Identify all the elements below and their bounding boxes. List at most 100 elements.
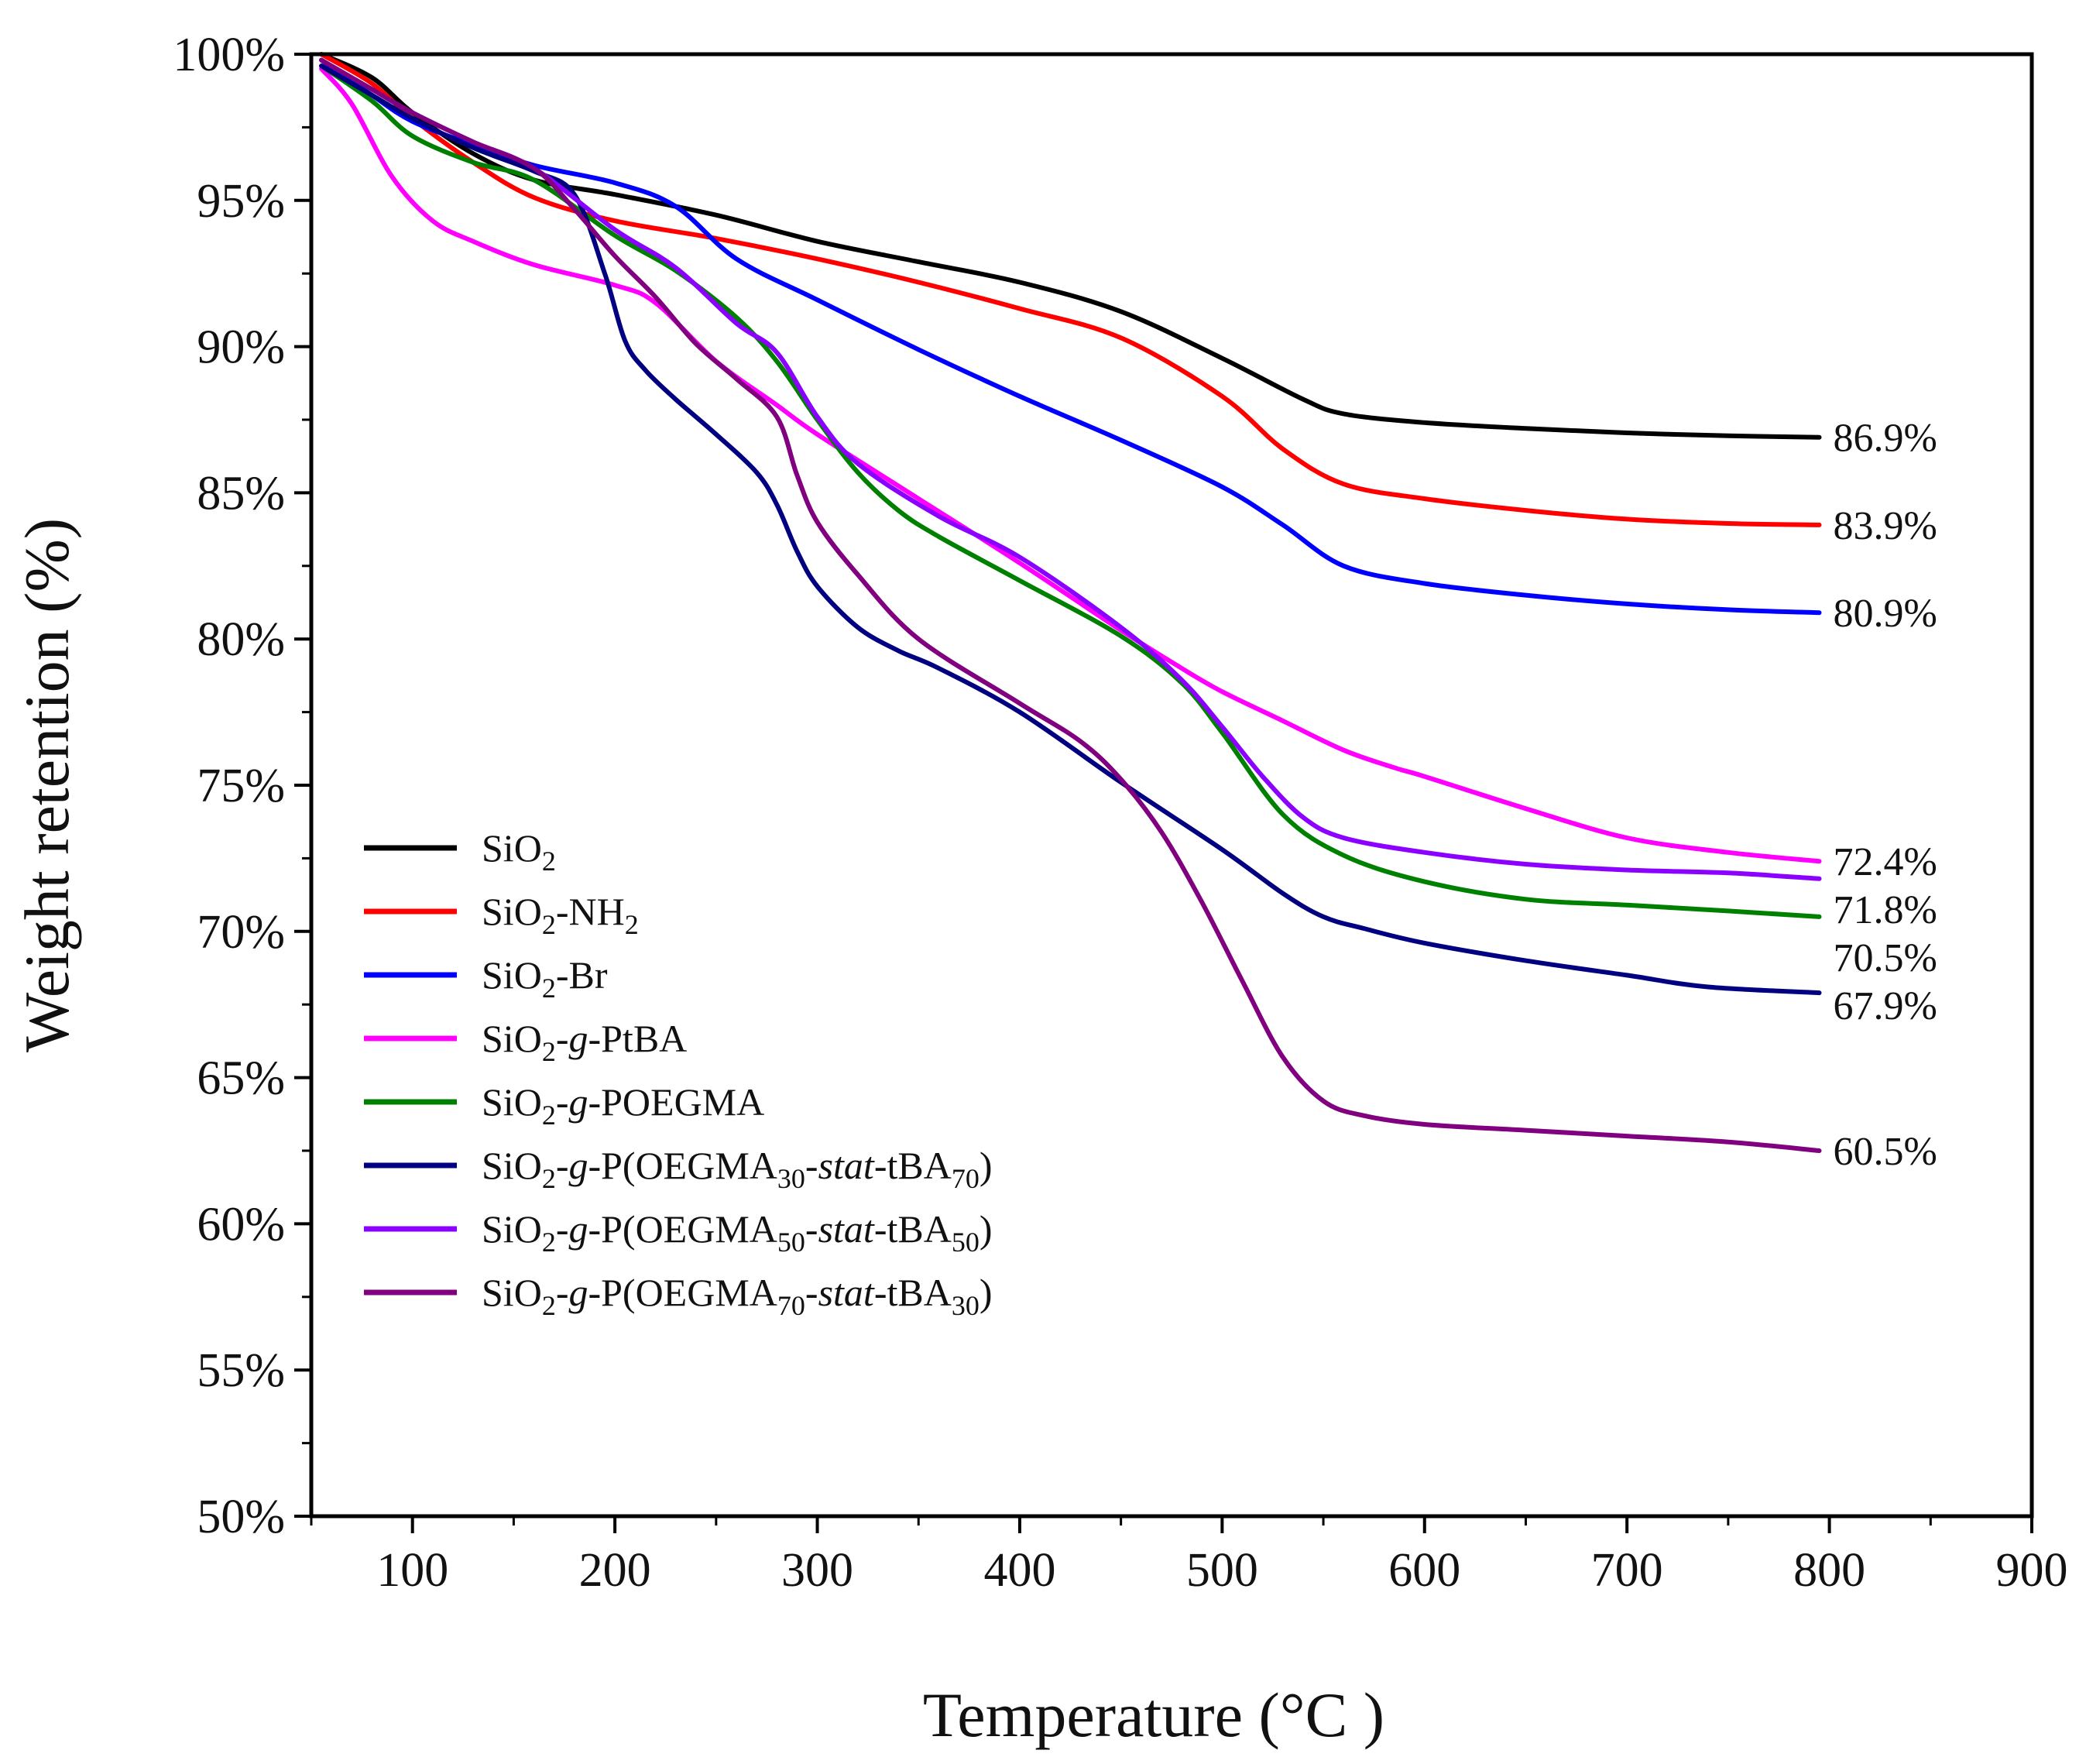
- legend-text-part: -P(OEGMA: [588, 1144, 777, 1187]
- legend-label: SiO2-g-POEGMA: [482, 1080, 764, 1131]
- legend-entry: SiO2-g-PtBA: [364, 1017, 687, 1067]
- series-line-4: [319, 63, 1822, 919]
- x-tick-label: 700: [1591, 1544, 1663, 1597]
- legend-entry: SiO2-g-P(OEGMA30-stat-tBA70): [364, 1144, 992, 1194]
- legend-label: SiO2: [482, 826, 556, 877]
- legend-text-part: -Br: [556, 953, 608, 997]
- ticks-layer: 100 200 300 400 500 600 700 800 900 50% 55% 60% 65% 7…: [173, 29, 2067, 1597]
- x-tick-label: 100: [376, 1544, 448, 1597]
- legend-entry: SiO2-Br: [364, 953, 608, 1004]
- legend-subscript: 2: [542, 1227, 556, 1258]
- y-tick-label: 65%: [197, 1052, 285, 1105]
- legend-label: SiO2-g-P(OEGMA50-stat-tBA50): [482, 1207, 992, 1258]
- y-tick-label: 55%: [197, 1344, 285, 1397]
- legend-text-part: -: [556, 1017, 569, 1060]
- legend-text-part: -tBA: [874, 1271, 952, 1314]
- legend-text-part: -: [805, 1207, 818, 1251]
- legend-text-part: ): [980, 1144, 993, 1187]
- series-layer: [319, 52, 1822, 1153]
- legend-subscript: 2: [542, 973, 556, 1004]
- end-value-label: 67.9%: [1834, 984, 1937, 1028]
- legend-text-part: -: [556, 1271, 569, 1314]
- x-tick-label: 400: [983, 1544, 1055, 1597]
- legend-text-part: ): [980, 1207, 993, 1251]
- legend-text-part: -NH: [556, 890, 625, 933]
- end-value-label: 71.8%: [1834, 888, 1937, 932]
- legend-label: SiO2-g-P(OEGMA30-stat-tBA70): [482, 1144, 992, 1194]
- end-value-label: 70.5%: [1834, 936, 1937, 980]
- legend-italic: stat: [818, 1271, 875, 1314]
- legend-italic: g: [568, 1080, 588, 1124]
- legend-label: SiO2-Br: [482, 953, 608, 1004]
- legend-subscript: 2: [625, 909, 639, 940]
- y-tick-label: 50%: [197, 1491, 285, 1543]
- legend-subscript: 2: [542, 846, 556, 877]
- y-axis-title: Weight retention (%): [12, 518, 82, 1052]
- legend-text-part: -tBA: [874, 1144, 952, 1187]
- series-line-5: [319, 63, 1822, 996]
- legend-entry: SiO2-g-P(OEGMA50-stat-tBA50): [364, 1207, 992, 1258]
- legend-italic: g: [568, 1017, 588, 1060]
- legend-text-part: SiO: [482, 1144, 542, 1187]
- legend-text-part: SiO: [482, 1080, 542, 1124]
- legend-subscript: 2: [542, 1290, 556, 1321]
- legend-subscript: 2: [542, 1036, 556, 1067]
- legend-label: SiO2-NH2: [482, 890, 639, 940]
- end-value-label: 72.4%: [1834, 840, 1937, 884]
- legend-text-part: SiO: [482, 953, 542, 997]
- end-value-label: 60.5%: [1834, 1130, 1937, 1174]
- legend-text-part: -: [556, 1207, 569, 1251]
- legend-text-part: -P(OEGMA: [588, 1207, 777, 1251]
- legend-subscript: 30: [777, 1163, 805, 1194]
- end-value-label: 80.9%: [1834, 592, 1937, 636]
- legend-text-part: SiO: [482, 890, 542, 933]
- legend-subscript: 2: [542, 1163, 556, 1194]
- legend-label: SiO2-g-P(OEGMA70-stat-tBA30): [482, 1271, 992, 1321]
- legend-entry: SiO2-g-P(OEGMA70-stat-tBA30): [364, 1271, 992, 1321]
- legend-italic: stat: [818, 1207, 875, 1251]
- y-tick-label: 80%: [197, 613, 285, 666]
- legend-text-part: SiO: [482, 826, 542, 870]
- x-tick-label: 900: [1996, 1544, 2068, 1597]
- legend-text-part: SiO: [482, 1207, 542, 1251]
- legend-text-part: -P(OEGMA: [588, 1271, 777, 1314]
- legend-label: SiO2-g-PtBA: [482, 1017, 687, 1067]
- legend-text-part: SiO: [482, 1271, 542, 1314]
- x-tick-label: 600: [1388, 1544, 1460, 1597]
- legend-entry: SiO2-NH2: [364, 890, 639, 940]
- legend-subscript: 70: [952, 1163, 980, 1194]
- legend: SiO2SiO2-NH2SiO2-BrSiO2-g-PtBASiO2-g-POE…: [364, 826, 992, 1321]
- legend-subscript: 2: [542, 909, 556, 940]
- y-tick-label: 95%: [197, 175, 285, 228]
- labels-layer: 86.9% 83.9% 80.9% 72.4% 70.5%67.9% 71.8% 60.5%: [1834, 417, 1937, 1174]
- legend-text-part: ): [980, 1271, 993, 1314]
- x-tick-label: 300: [781, 1544, 853, 1597]
- legend-italic: stat: [818, 1144, 875, 1187]
- legend-subscript: 2: [542, 1100, 556, 1131]
- legend-italic: g: [568, 1207, 588, 1251]
- legend-entry: SiO2-g-POEGMA: [364, 1080, 764, 1131]
- legend-text-part: SiO: [482, 1017, 542, 1060]
- legend-italic: g: [568, 1144, 588, 1187]
- x-tick-label: 800: [1793, 1544, 1865, 1597]
- legend-subscript: 50: [777, 1227, 805, 1258]
- series-line-7: [319, 57, 1822, 1153]
- legend-text-part: -tBA: [874, 1207, 952, 1251]
- series-line-1: [319, 52, 1822, 527]
- legend-subscript: 70: [777, 1290, 805, 1321]
- legend-text-part: -: [556, 1144, 569, 1187]
- series-line-3: [319, 66, 1822, 864]
- legend-text-part: -: [805, 1271, 818, 1314]
- y-tick-label: 60%: [197, 1198, 285, 1251]
- legend-subscript: 50: [952, 1227, 980, 1258]
- end-value-label: 83.9%: [1834, 504, 1937, 548]
- legend-text-part: -PtBA: [588, 1017, 687, 1060]
- x-tick-label: 200: [579, 1544, 651, 1597]
- x-tick-label: 500: [1186, 1544, 1258, 1597]
- plot-frame: [309, 52, 2034, 1519]
- legend-subscript: 30: [952, 1290, 980, 1321]
- y-tick-label: 90%: [197, 321, 285, 374]
- legend-italic: g: [568, 1271, 588, 1314]
